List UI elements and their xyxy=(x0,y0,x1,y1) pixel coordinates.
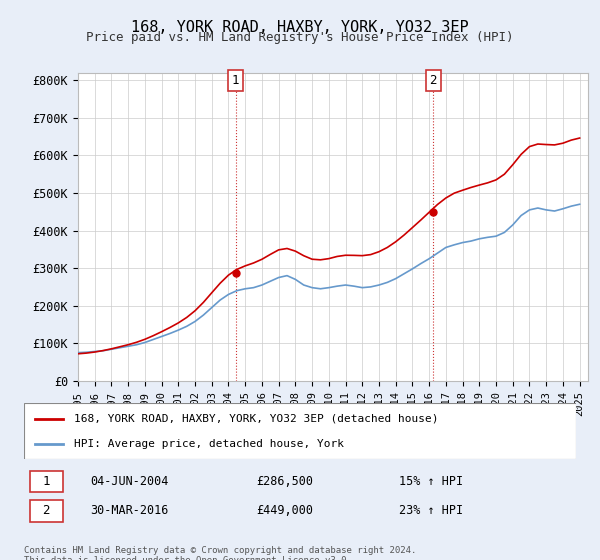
Text: 168, YORK ROAD, HAXBY, YORK, YO32 3EP (detached house): 168, YORK ROAD, HAXBY, YORK, YO32 3EP (d… xyxy=(74,414,438,424)
FancyBboxPatch shape xyxy=(29,500,62,521)
Text: £449,000: £449,000 xyxy=(256,504,313,517)
Text: HPI: Average price, detached house, York: HPI: Average price, detached house, York xyxy=(74,438,344,449)
Text: 23% ↑ HPI: 23% ↑ HPI xyxy=(400,504,463,517)
Text: £286,500: £286,500 xyxy=(256,475,313,488)
Text: 04-JUN-2004: 04-JUN-2004 xyxy=(90,475,169,488)
FancyBboxPatch shape xyxy=(29,470,62,492)
Text: 30-MAR-2016: 30-MAR-2016 xyxy=(90,504,169,517)
FancyBboxPatch shape xyxy=(24,403,576,459)
Text: 15% ↑ HPI: 15% ↑ HPI xyxy=(400,475,463,488)
Text: 168, YORK ROAD, HAXBY, YORK, YO32 3EP: 168, YORK ROAD, HAXBY, YORK, YO32 3EP xyxy=(131,20,469,35)
Text: 1: 1 xyxy=(232,74,239,87)
Text: 1: 1 xyxy=(43,475,50,488)
Text: Contains HM Land Registry data © Crown copyright and database right 2024.
This d: Contains HM Land Registry data © Crown c… xyxy=(24,546,416,560)
Text: 2: 2 xyxy=(430,74,437,87)
Text: Price paid vs. HM Land Registry's House Price Index (HPI): Price paid vs. HM Land Registry's House … xyxy=(86,31,514,44)
Text: 2: 2 xyxy=(43,504,50,517)
